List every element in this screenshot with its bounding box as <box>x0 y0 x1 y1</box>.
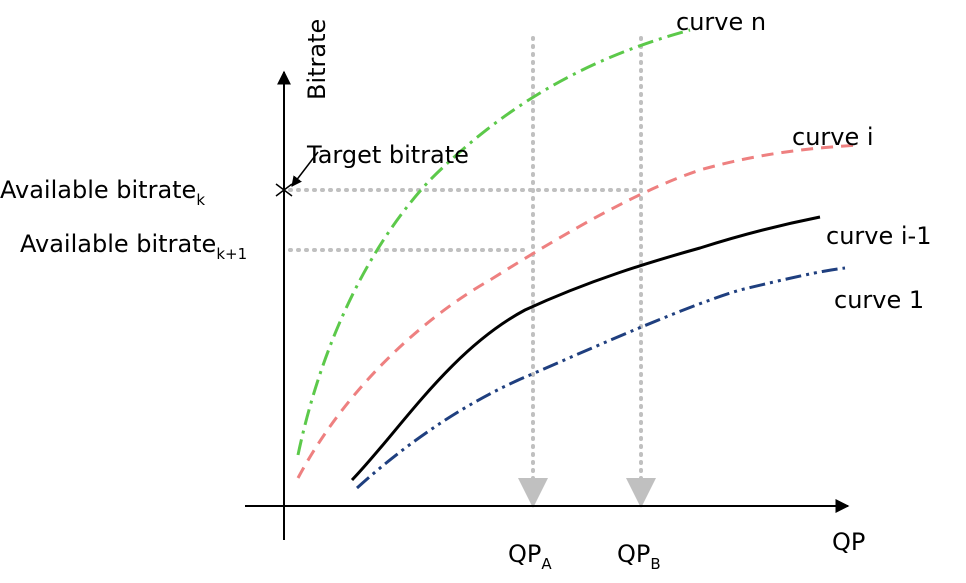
qp-a-sub: A <box>541 555 552 573</box>
qp-a-text: QP <box>508 540 541 568</box>
curve-i1-label: curve i-1 <box>826 222 931 250</box>
available-k1-text: Available bitrate <box>20 230 216 258</box>
curve-i-label: curve i <box>792 123 874 151</box>
available-k1-sub: k+1 <box>216 245 247 263</box>
qp-b-sub: B <box>650 555 660 573</box>
x-axis-label: QP <box>832 528 865 556</box>
qp-a-label: QPA <box>508 540 552 573</box>
y-axis-label: Bitrate <box>303 19 331 100</box>
available-k-label: Available bitratek <box>0 176 205 209</box>
curve-i-line <box>296 143 861 479</box>
guide-lines <box>288 36 643 482</box>
target-bitrate-label: Target bitrate <box>306 141 469 169</box>
target-bitrate-pointer <box>291 151 319 187</box>
available-k1-label: Available bitratek+1 <box>20 230 247 263</box>
curve-i1-line <box>350 215 821 482</box>
available-k-text: Available bitrate <box>0 176 196 204</box>
qp-b-label: QPB <box>617 540 661 573</box>
curve-n-line <box>296 28 691 456</box>
curve-1-label: curve 1 <box>834 286 924 314</box>
curve-n-label: curve n <box>676 8 766 36</box>
qp-b-text: QP <box>617 540 650 568</box>
qp-b-arrowhead <box>626 478 656 508</box>
available-k-tick-b <box>275 183 293 197</box>
qp-a-arrowhead <box>518 478 548 508</box>
curve-1-line <box>355 266 846 490</box>
available-k-sub: k <box>196 191 205 209</box>
